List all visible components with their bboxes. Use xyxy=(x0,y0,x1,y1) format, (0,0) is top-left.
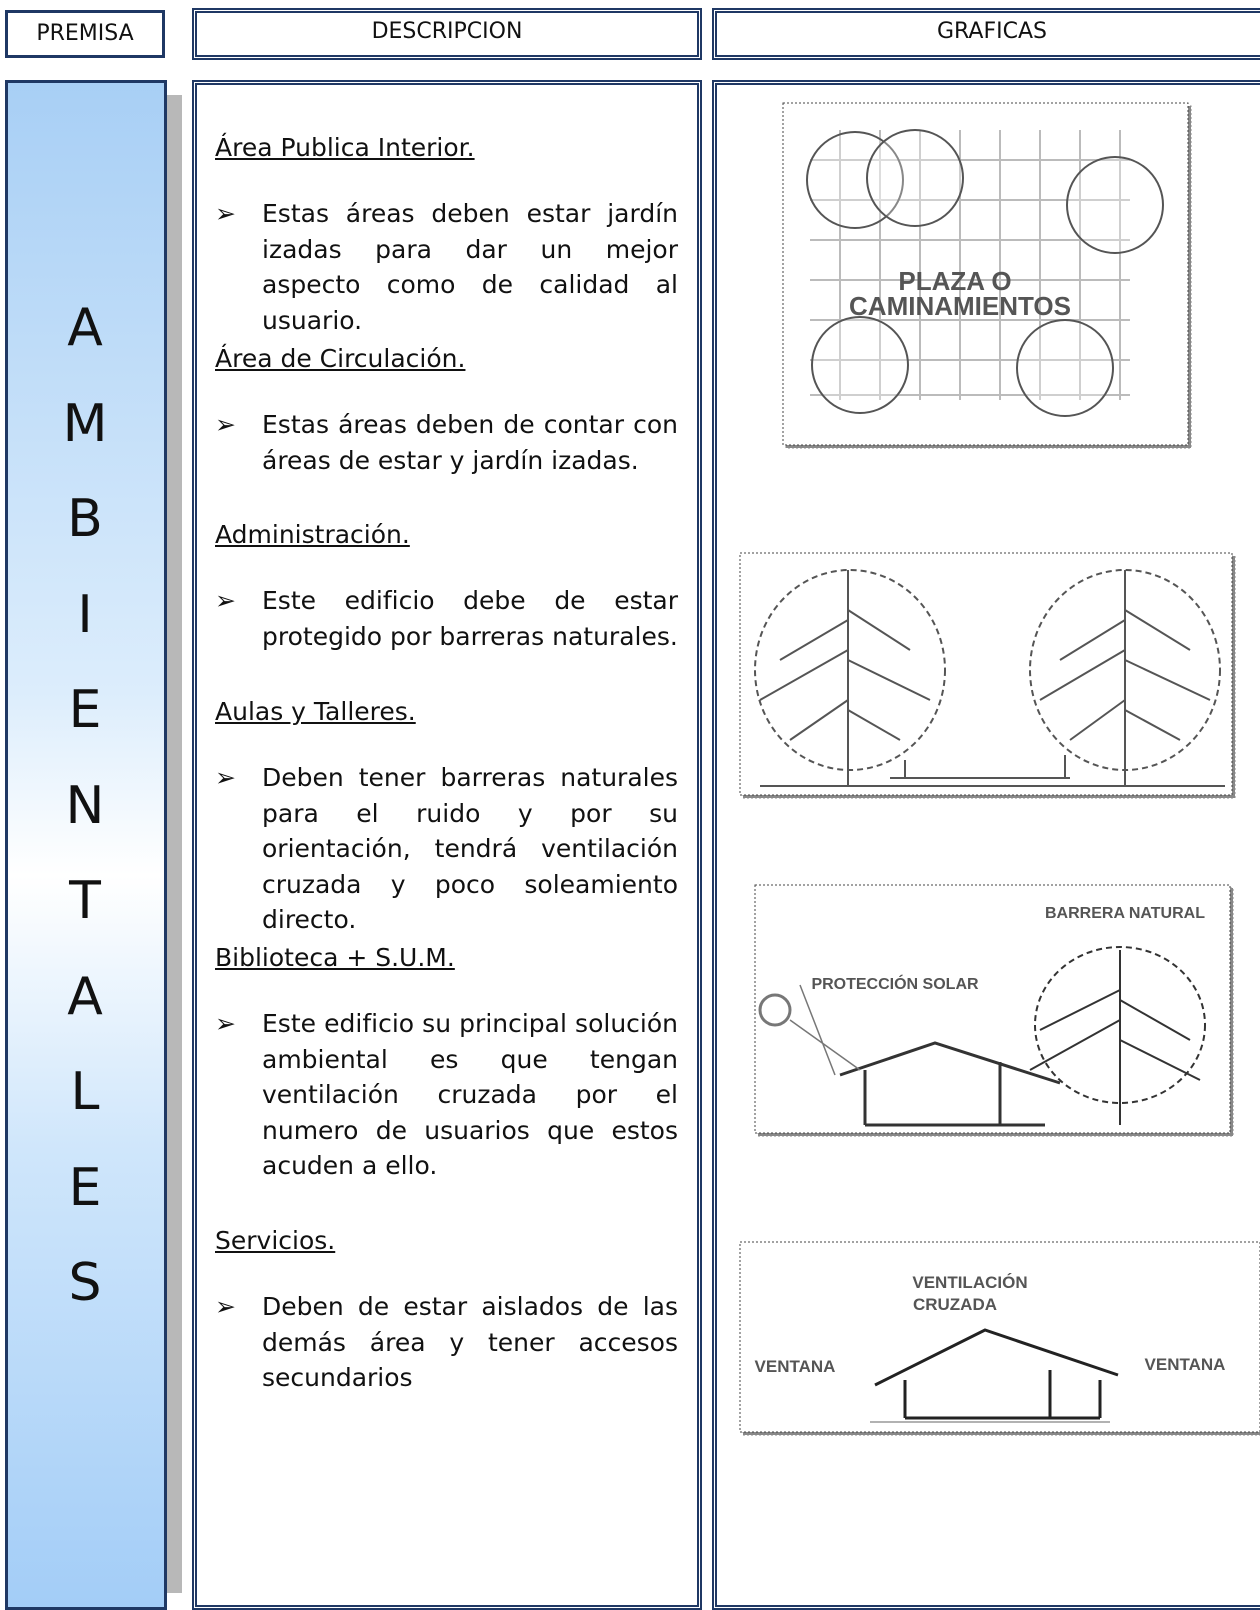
section-text: Estas áreas deben estar jardín izadas pa… xyxy=(215,196,678,338)
section-title: Área de Circulación. xyxy=(215,344,466,373)
section: Aulas y Talleres. Deben tener barreras na… xyxy=(215,697,678,938)
premise-letter: L xyxy=(70,1062,100,1122)
ventilation-drawing: VENTILACIÓN CRUZADA VENTANA VENTANA xyxy=(739,1241,1260,1433)
section-title: Biblioteca + S.U.M. xyxy=(215,943,455,972)
plaza-drawing: PLAZA O CAMINAMIENTOS xyxy=(782,102,1189,446)
section: Servicios. Deben de estar aislados de las… xyxy=(215,1226,678,1396)
section-text: Este edificio su principal solución ambi… xyxy=(215,1006,678,1184)
solar-drawing: BARRERA NATURAL PROTECCIÓN SOLAR xyxy=(754,884,1231,1134)
premise-column xyxy=(5,80,167,1610)
premise-letter: E xyxy=(68,680,102,740)
section: Área de Circulación. Estas áreas deben de… xyxy=(215,344,678,478)
section: Biblioteca + S.U.M. Este edificio su prin… xyxy=(215,943,678,1184)
premise-letter: I xyxy=(77,584,93,645)
premise-letter: M xyxy=(62,393,108,454)
section-text: Deben de estar aislados de las demás áre… xyxy=(215,1289,678,1396)
section-text: Estas áreas deben de contar con áreas de… xyxy=(215,407,678,478)
trees-drawing xyxy=(739,552,1233,796)
section: Área Publica Interior. Estas áreas deben … xyxy=(215,133,678,338)
plaza-label: CAMINAMIENTOS xyxy=(849,291,1071,321)
premise-letter: A xyxy=(67,966,103,1027)
header-premisa: PREMISA xyxy=(5,10,165,58)
premise-letter: T xyxy=(69,871,101,931)
section-text: Deben tener barreras naturales para el r… xyxy=(215,760,678,938)
header-graficas: GRAFICAS xyxy=(712,8,1260,60)
header-descripcion: DESCRIPCION xyxy=(192,8,702,60)
section-title: Servicios. xyxy=(215,1226,336,1255)
vent-label: CRUZADA xyxy=(913,1295,997,1314)
premise-letter: N xyxy=(65,775,105,836)
premise-letter: A xyxy=(67,298,103,358)
shadow xyxy=(165,95,182,1593)
section-text: Este edificio debe de estar protegido po… xyxy=(215,583,678,654)
section-title: Área Publica Interior. xyxy=(215,133,475,162)
plaza-label: PLAZA O xyxy=(898,266,1011,296)
section: Administración. Este edificio debe de est… xyxy=(215,520,678,654)
window-label: VENTANA xyxy=(1145,1355,1226,1374)
section-title: Aulas y Talleres. xyxy=(215,697,416,726)
vent-label: VENTILACIÓN xyxy=(912,1273,1027,1292)
premise-letter: B xyxy=(67,489,103,549)
barrier-label: BARRERA NATURAL xyxy=(1045,905,1205,922)
protection-label: PROTECCIÓN SOLAR xyxy=(811,974,979,993)
premise-letter: E xyxy=(68,1157,102,1218)
premise-letter: S xyxy=(68,1253,102,1313)
window-label: VENTANA xyxy=(755,1357,836,1376)
section-title: Administración. xyxy=(215,520,410,549)
